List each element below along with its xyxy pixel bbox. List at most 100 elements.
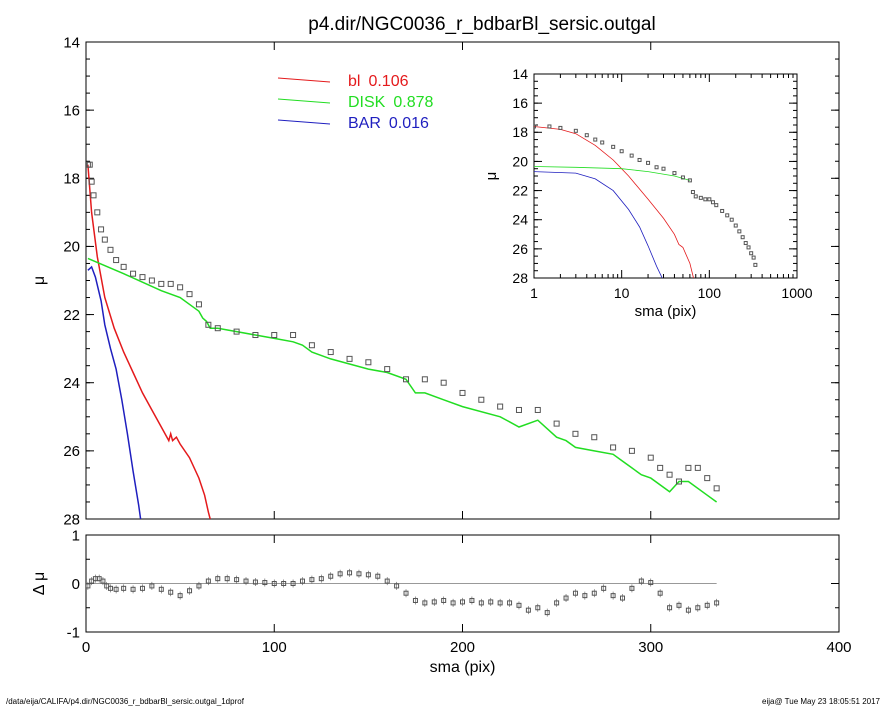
- data-point: [403, 376, 410, 383]
- data-point: [120, 263, 127, 270]
- data-point: [720, 208, 725, 213]
- data-point: [497, 403, 504, 410]
- data-point: [186, 291, 193, 298]
- data-point: [733, 223, 738, 228]
- data-point: [600, 140, 605, 145]
- data-point: [346, 355, 353, 362]
- data-point: [693, 194, 698, 199]
- plot-area: [534, 124, 758, 278]
- data-point: [534, 124, 536, 129]
- data-point: [646, 160, 651, 165]
- series-line-disk: [87, 257, 718, 503]
- data-point: [195, 301, 202, 308]
- data-point: [573, 128, 578, 133]
- data-point: [98, 226, 105, 233]
- series-line-bar: [534, 171, 663, 278]
- data-point: [694, 464, 701, 471]
- x-tick-label: 100: [698, 285, 722, 301]
- footer-right: eija@ Tue May 23 18:05:51 2017: [762, 697, 881, 706]
- y-tick-label: 1: [72, 527, 80, 544]
- data-point: [647, 454, 654, 461]
- data-point: [101, 236, 108, 243]
- plot-area: [86, 161, 720, 519]
- data-point: [139, 274, 146, 281]
- y-tick-label: 28: [512, 270, 528, 286]
- y-axis-label: μ: [31, 276, 48, 285]
- data-point: [214, 325, 221, 332]
- inset-profile-plot: 1 10 100 1000 14 16 18 20 22 24 26 28 μ sma (pix): [483, 66, 813, 320]
- plot-frame: [533, 73, 798, 279]
- data-point: [233, 328, 240, 335]
- data-point: [88, 178, 95, 185]
- y-tick-label: 26: [63, 443, 80, 460]
- legend-swatch-bar: [277, 119, 331, 125]
- series-line-disk: [534, 166, 691, 181]
- data-point: [130, 270, 137, 277]
- data-point: [685, 464, 692, 471]
- x-tick-label: 300: [638, 639, 663, 656]
- data-point: [478, 396, 485, 403]
- legend-label-bar: BAR 0.016: [348, 115, 429, 132]
- data-point: [572, 430, 579, 437]
- data-point: [558, 125, 563, 130]
- legend-name: BAR: [348, 115, 381, 132]
- legend-value: 0.016: [389, 115, 429, 132]
- data-point: [707, 197, 712, 202]
- data-point: [167, 280, 174, 287]
- data-point: [654, 165, 659, 170]
- data-point: [737, 229, 742, 234]
- series-line-bar: [87, 265, 142, 519]
- data-point: [687, 178, 692, 183]
- x-axis-label: sma (pix): [635, 303, 697, 320]
- data-point: [553, 420, 560, 427]
- x-axis-label: sma (pix): [430, 659, 496, 676]
- legend-name: bl: [348, 73, 360, 90]
- x-tick-label: 10: [614, 285, 630, 301]
- data-point: [459, 389, 466, 396]
- plot-frame: [85, 41, 840, 520]
- data-point: [384, 366, 391, 373]
- data-point: [672, 171, 677, 176]
- data-point: [593, 137, 598, 142]
- data-point: [86, 161, 93, 168]
- y-tick-label: 24: [512, 212, 528, 228]
- data-point: [177, 284, 184, 291]
- data-point: [743, 241, 748, 246]
- y-tick-label: 14: [63, 34, 80, 51]
- series-line-bl: [87, 164, 211, 519]
- data-point: [619, 149, 624, 154]
- data-point: [629, 153, 634, 158]
- data-point: [710, 200, 715, 205]
- legend-value: 0.106: [368, 73, 408, 90]
- data-point: [327, 349, 334, 356]
- legend: bl 0.106 DISK 0.878 BAR 0.016: [277, 73, 433, 132]
- y-tick-label: 18: [63, 171, 80, 188]
- y-tick-label: 22: [512, 182, 528, 198]
- chart-title: p4.dir/NGC0036_r_bdbarBl_sersic.outgal: [308, 14, 655, 35]
- data-point: [611, 144, 616, 149]
- data-point: [271, 332, 278, 339]
- data-point: [749, 251, 754, 256]
- data-point: [713, 485, 720, 492]
- y-tick-label: 16: [63, 102, 80, 119]
- x-tick-label: 100: [262, 639, 287, 656]
- data-point: [690, 190, 695, 195]
- data-point: [746, 245, 751, 250]
- data-point: [703, 197, 708, 202]
- data-point: [591, 434, 598, 441]
- data-point: [740, 235, 745, 240]
- data-point: [365, 359, 372, 366]
- data-point: [610, 444, 617, 451]
- data-point: [94, 209, 101, 216]
- data-point: [421, 376, 428, 383]
- legend-swatch-disk: [277, 98, 331, 104]
- x-tick-label: 200: [450, 639, 475, 656]
- data-point: [657, 464, 664, 471]
- y-tick-label: 0: [72, 576, 80, 593]
- y-tick-label: 26: [512, 241, 528, 257]
- data-point: [90, 192, 97, 199]
- y-tick-label: 28: [63, 511, 80, 528]
- y-tick-label: 16: [512, 95, 528, 111]
